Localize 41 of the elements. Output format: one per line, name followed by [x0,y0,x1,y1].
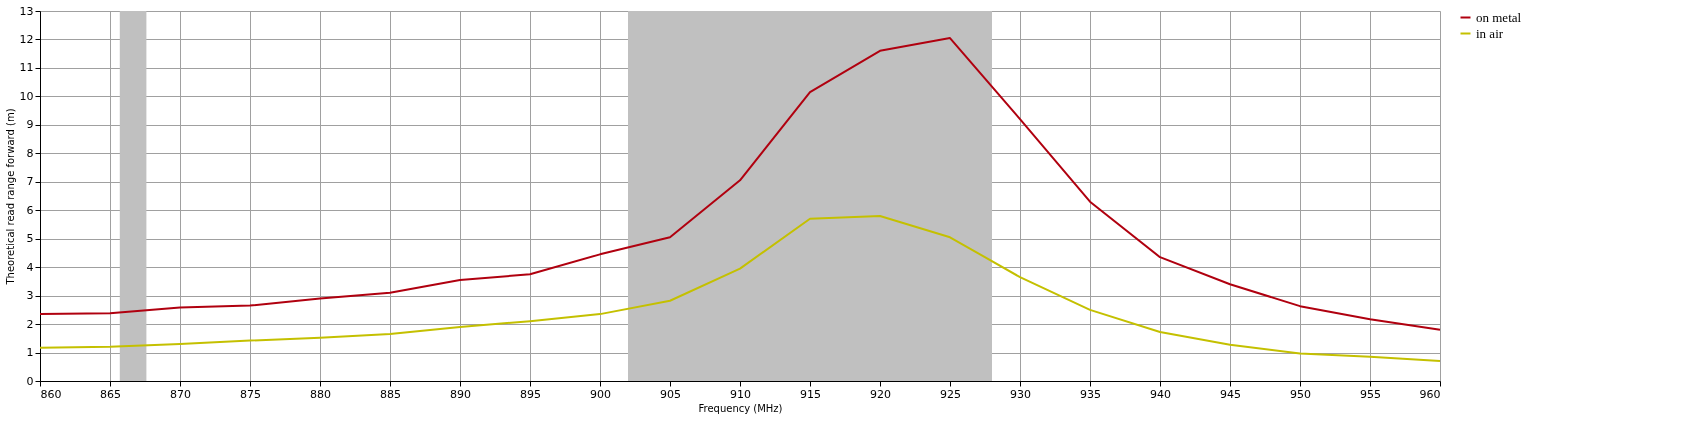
x-tick-label: 950 [1290,387,1311,401]
y-tick-label: 0 [26,374,34,388]
x-tick-label: 875 [240,387,261,401]
y-tick-label: 4 [26,260,34,274]
y-tick-label: 12 [19,32,34,46]
x-tick-label: 930 [1010,387,1031,401]
y-tick-label: 8 [26,146,34,160]
y-tick-label: 5 [26,232,34,246]
x-tick-label: 935 [1080,387,1101,401]
line-series [39,37,1441,331]
y-tick-label: 9 [26,118,34,132]
x-tick-label: 860 [40,387,62,401]
y-tick-label: 6 [26,203,34,217]
x-tick-label: 885 [380,387,401,401]
x-axis-title: Frequency (MHz) [698,402,783,414]
x-tick-label: 960 [1419,387,1441,401]
x-tick-label: 920 [870,387,891,401]
x-tick-label: 945 [1220,387,1241,401]
x-tick-label: 880 [310,387,331,401]
x-tick-label: 955 [1360,387,1381,401]
y-tick-label: 13 [19,4,34,18]
x-tick-label: 900 [590,387,611,401]
x-tick-label: 895 [520,387,541,401]
y-tick-label: 2 [26,317,34,331]
x-tick-label: 870 [170,387,191,401]
y-axis-title: Theoretical read range forward (m) [4,108,16,286]
x-tick-label: 865 [100,387,121,401]
x-tick-label: 890 [450,387,471,401]
y-tick-label: 1 [26,346,34,360]
x-tick-label: 910 [730,387,751,401]
legend-label: on metal [1476,9,1522,25]
y-tick-label: 7 [26,175,34,189]
y-tick-label: 11 [19,61,34,75]
x-tick-label: 925 [940,387,961,401]
y-tick-label: 3 [26,289,34,303]
y-tick-label: 10 [19,89,34,103]
line-series [39,214,1441,363]
x-tick-label: 940 [1150,387,1171,401]
x-tick-label: 915 [800,387,821,401]
x-tick-label: 905 [660,387,681,401]
legend-label: in air [1476,25,1504,41]
